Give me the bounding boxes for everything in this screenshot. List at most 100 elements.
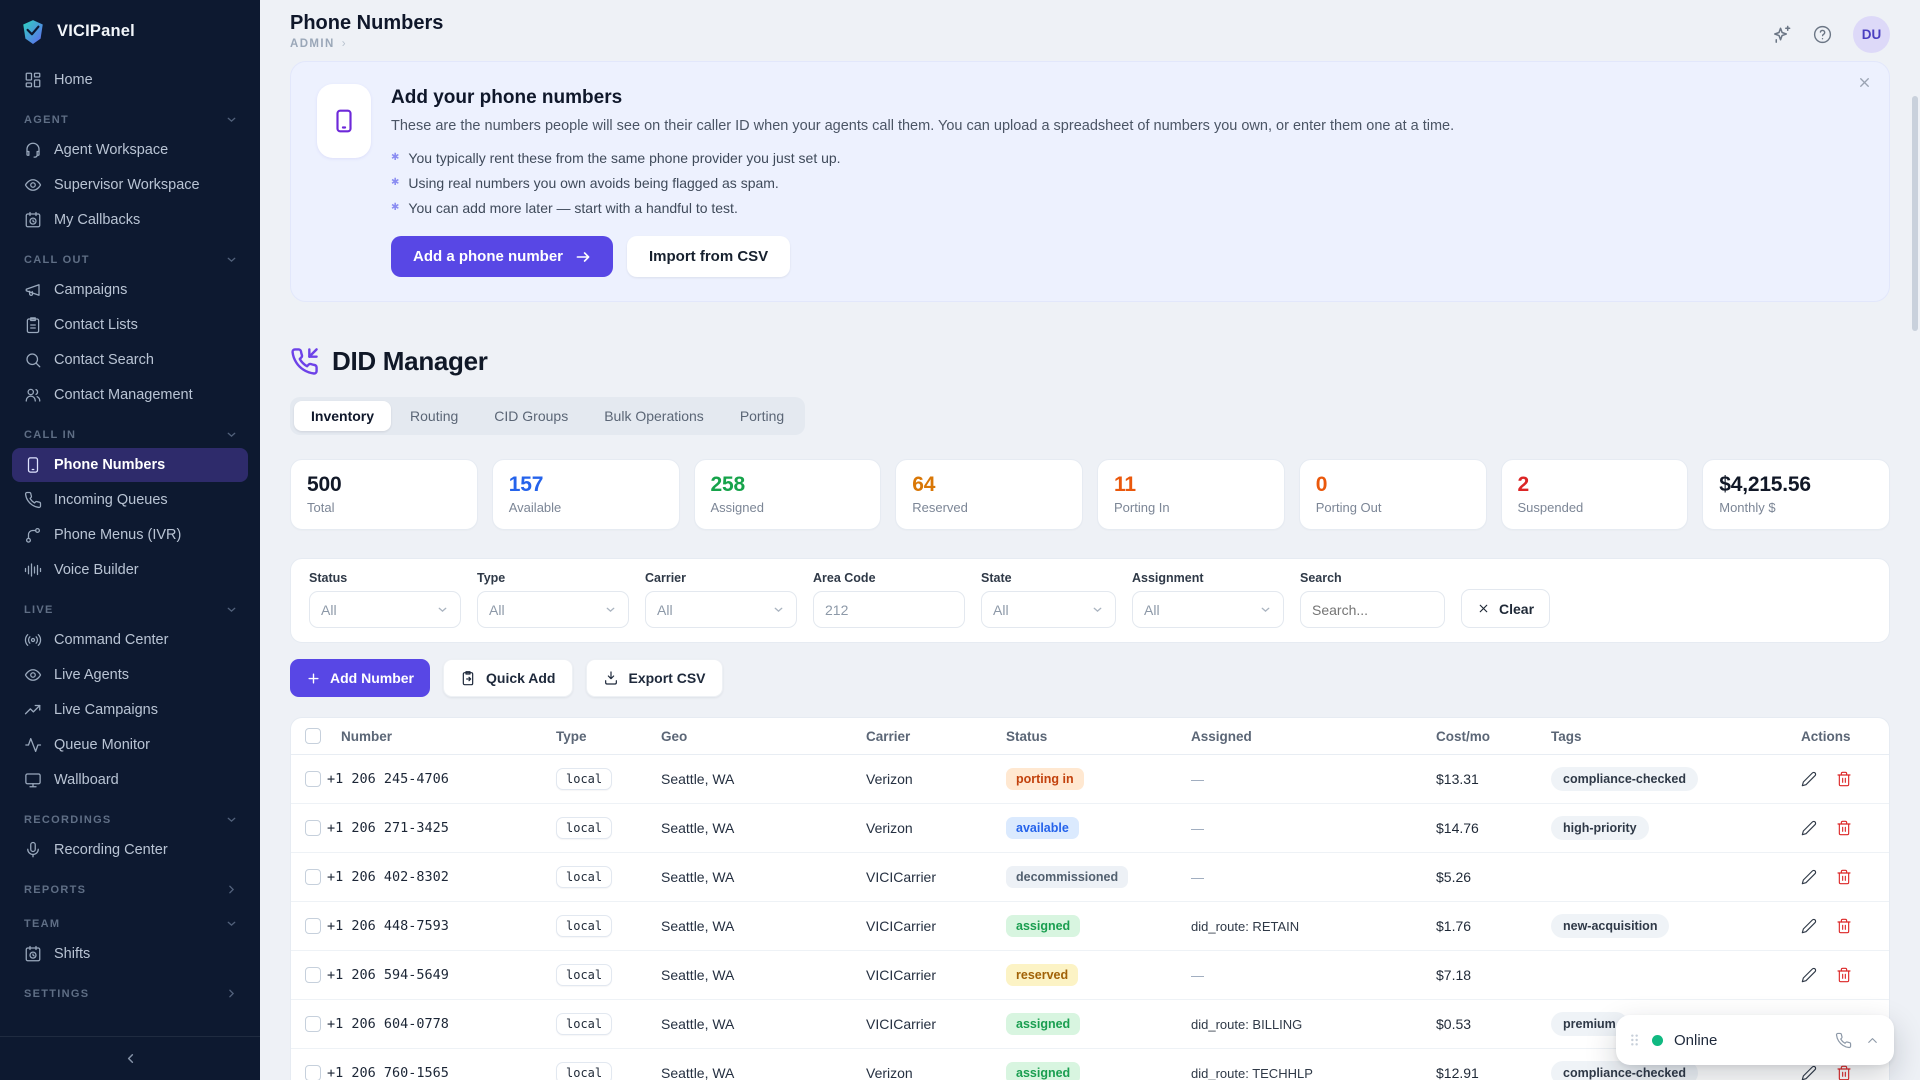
edit-icon[interactable] <box>1801 1065 1817 1080</box>
tag-pill: premium <box>1551 1012 1628 1036</box>
sidebar-item-agent-workspace[interactable]: Agent Workspace <box>12 133 248 167</box>
sidebar-section-call-in[interactable]: CALL IN <box>12 413 248 447</box>
scrollbar-thumb[interactable] <box>1912 96 1918 331</box>
softphone-status-widget[interactable]: Online <box>1616 1015 1894 1065</box>
sidebar-item-campaigns[interactable]: Campaigns <box>12 273 248 307</box>
import-csv-button[interactable]: Import from CSV <box>627 236 791 277</box>
type-badge: local <box>556 915 613 937</box>
tab[interactable]: Inventory <box>294 401 392 431</box>
add-number-button[interactable]: Add Number <box>290 659 430 697</box>
megaphone-icon <box>24 281 42 299</box>
export-csv-button[interactable]: Export CSV <box>585 659 723 697</box>
delete-icon[interactable] <box>1836 918 1852 934</box>
edit-icon[interactable] <box>1801 820 1817 836</box>
sidebar-item-phone-menus-ivr[interactable]: Phone Menus (IVR) <box>12 518 248 552</box>
search-input[interactable] <box>1300 591 1445 628</box>
carrier-cell: VICICarrier <box>866 1016 937 1032</box>
chevron-down-icon <box>604 603 617 616</box>
sidebar-item-supervisor-workspace[interactable]: Supervisor Workspace <box>12 168 248 202</box>
sidebar-item-contact-search[interactable]: Contact Search <box>12 343 248 377</box>
stat-value: 0 <box>1315 473 1328 496</box>
state-select[interactable]: All <box>981 591 1116 628</box>
banner-bullets: ✱ You typically rent these from the same … <box>391 150 1454 216</box>
close-icon[interactable] <box>1857 75 1872 90</box>
delete-icon[interactable] <box>1836 1065 1852 1080</box>
sidebar-section-agent[interactable]: AGENT <box>12 98 248 132</box>
row-checkbox[interactable] <box>305 820 321 836</box>
sidebar-item-shifts[interactable]: Shifts <box>12 937 248 971</box>
avatar[interactable]: DU <box>1853 16 1890 53</box>
section-label: TEAM <box>24 917 61 930</box>
tab[interactable]: Porting <box>739 408 785 424</box>
row-checkbox[interactable] <box>305 1065 321 1080</box>
assigned-cell: did_route: BILLING <box>1191 1016 1303 1032</box>
quick-add-button[interactable]: Quick Add <box>443 659 573 697</box>
sidebar-section-recordings[interactable]: RECORDINGS <box>12 798 248 832</box>
sidebar-collapse-button[interactable] <box>0 1036 260 1080</box>
sidebar-item-live-campaigns[interactable]: Live Campaigns <box>12 693 248 727</box>
row-checkbox[interactable] <box>305 771 321 787</box>
tab[interactable]: Routing <box>410 408 459 424</box>
edit-icon[interactable] <box>1801 771 1817 787</box>
bullet-text: Using real numbers you own avoids being … <box>408 175 779 191</box>
tab[interactable]: CID Groups <box>494 408 569 424</box>
help-button[interactable] <box>1812 24 1833 45</box>
geo-cell: Seattle, WA <box>661 820 735 836</box>
sidebar-item-queue-monitor[interactable]: Queue Monitor <box>12 728 248 762</box>
topbar: Phone Numbers ADMIN › DU <box>260 0 1920 53</box>
add-phone-number-button[interactable]: Add a phone number <box>391 236 613 277</box>
status-badge: assigned <box>1006 1013 1081 1035</box>
sidebar-item-home[interactable]: Home <box>12 63 248 97</box>
tab[interactable]: Bulk Operations <box>604 408 704 424</box>
cost-cell: $5.26 <box>1436 869 1472 885</box>
select-all-checkbox[interactable] <box>305 728 321 744</box>
sidebar-item-contact-management[interactable]: Contact Management <box>12 378 248 412</box>
carrier-cell: VICICarrier <box>866 869 937 885</box>
sidebar-item-phone-numbers[interactable]: Phone Numbers <box>12 448 248 482</box>
geo-cell: Seattle, WA <box>661 918 735 934</box>
sidebar-item-command-center[interactable]: Command Center <box>12 623 248 657</box>
drag-handle-icon[interactable] <box>1628 1032 1641 1048</box>
sidebar-item-recording-center[interactable]: Recording Center <box>12 833 248 867</box>
status-select[interactable]: All <box>309 591 461 628</box>
row-checkbox[interactable] <box>305 869 321 885</box>
sidebar-item-my-callbacks[interactable]: My Callbacks <box>12 203 248 237</box>
table-row: +1 206 245-4706 local Seattle, WA Verizo… <box>291 755 1889 804</box>
stat-value: 500 <box>307 473 342 496</box>
delete-icon[interactable] <box>1836 869 1852 885</box>
delete-icon[interactable] <box>1836 771 1852 787</box>
row-checkbox[interactable] <box>305 1016 321 1032</box>
carrier-select[interactable]: All <box>645 591 797 628</box>
assignment-select[interactable]: All <box>1132 591 1284 628</box>
stat-value: 64 <box>912 473 936 496</box>
sidebar-item-voice-builder[interactable]: Voice Builder <box>12 553 248 587</box>
edit-icon[interactable] <box>1801 918 1817 934</box>
sidebar-item-label: Phone Numbers <box>54 457 166 473</box>
sidebar-section-team[interactable]: TEAM <box>12 902 248 936</box>
chevron-down-icon <box>225 113 238 126</box>
sidebar-section-call-out[interactable]: CALL OUT <box>12 238 248 272</box>
edit-icon[interactable] <box>1801 967 1817 983</box>
sparkles-button[interactable] <box>1771 24 1792 45</box>
sidebar-section-reports[interactable]: REPORTS <box>12 868 248 902</box>
breadcrumb-item[interactable]: ADMIN <box>290 38 335 50</box>
sidebar-item-incoming-queues[interactable]: Incoming Queues <box>12 483 248 517</box>
clear-filters-button[interactable]: Clear <box>1461 589 1551 628</box>
phone-icon[interactable] <box>1835 1032 1852 1049</box>
smartphone-icon <box>24 456 42 474</box>
sidebar-item-contact-lists[interactable]: Contact Lists <box>12 308 248 342</box>
row-checkbox[interactable] <box>305 967 321 983</box>
type-select[interactable]: All <box>477 591 629 628</box>
delete-icon[interactable] <box>1836 967 1852 983</box>
edit-icon[interactable] <box>1801 869 1817 885</box>
sidebar-item-wallboard[interactable]: Wallboard <box>12 763 248 797</box>
row-checkbox[interactable] <box>305 918 321 934</box>
chevron-up-icon[interactable] <box>1865 1033 1880 1048</box>
select-value: All <box>489 601 505 618</box>
sidebar-item-live-agents[interactable]: Live Agents <box>12 658 248 692</box>
did-tabs: Inventory Routing CID Groups Bulk Operat… <box>290 397 806 435</box>
delete-icon[interactable] <box>1836 820 1852 836</box>
area-code-input[interactable] <box>813 591 965 628</box>
sidebar-section-settings[interactable]: SETTINGS <box>12 972 248 1006</box>
sidebar-section-live[interactable]: LIVE <box>12 588 248 622</box>
